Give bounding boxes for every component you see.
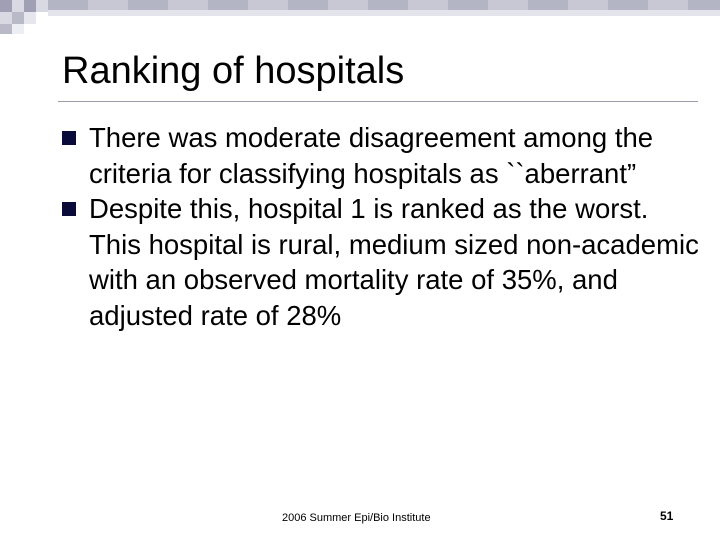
bullet-list: There was moderate disagreement among th… xyxy=(62,120,702,333)
bullet-item: Despite this, hospital 1 is ranked as th… xyxy=(62,191,702,333)
square-bullet-icon xyxy=(62,131,76,145)
title-divider xyxy=(58,101,698,102)
bullet-text: There was moderate disagreement among th… xyxy=(89,122,654,189)
square-bullet-icon xyxy=(62,202,76,216)
page-title: Ranking of hospitals xyxy=(62,50,405,92)
footer-text: 2006 Summer Epi/Bio Institute xyxy=(282,512,431,524)
page-number: 51 xyxy=(660,509,674,523)
decorative-checker-band xyxy=(0,0,720,34)
bullet-text: Despite this, hospital 1 is ranked as th… xyxy=(89,193,699,331)
bullet-item: There was moderate disagreement among th… xyxy=(62,120,702,191)
checker-pattern-icon xyxy=(0,0,720,34)
